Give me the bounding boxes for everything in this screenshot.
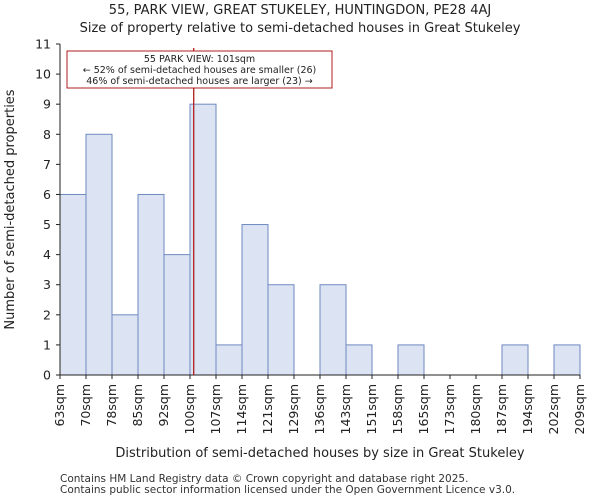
y-tick-label-1: 1 bbox=[43, 337, 51, 352]
x-tick-label-158sqm: 158sqm bbox=[390, 384, 405, 434]
y-tick-label-2: 2 bbox=[43, 307, 51, 322]
bar-92sqm bbox=[163, 254, 191, 376]
chart-title: 55, PARK VIEW, GREAT STUKELEY, HUNTINGDO… bbox=[108, 3, 492, 18]
bar-114sqm bbox=[241, 224, 269, 376]
bars-layer bbox=[59, 103, 581, 376]
bar-63sqm bbox=[59, 193, 87, 376]
y-axis-label: Number of semi-detached properties bbox=[3, 89, 18, 329]
y-tick-label-10: 10 bbox=[35, 67, 51, 82]
x-tick-label-121sqm: 121sqm bbox=[260, 384, 275, 434]
bar-187sqm bbox=[501, 344, 529, 376]
x-tick-label-187sqm: 187sqm bbox=[494, 384, 509, 434]
bar-70sqm bbox=[85, 133, 113, 376]
bar-121sqm bbox=[267, 284, 295, 376]
y-tick-label-9: 9 bbox=[43, 97, 51, 112]
annotation-line-2: ← 52% of semi-detached houses are smalle… bbox=[83, 65, 317, 76]
y-tick-label-3: 3 bbox=[43, 277, 51, 292]
chart-subtitle: Size of property relative to semi-detach… bbox=[79, 21, 521, 36]
x-tick-label-63sqm: 63sqm bbox=[52, 384, 67, 427]
bar-143sqm bbox=[345, 344, 373, 376]
bar-158sqm bbox=[397, 344, 425, 376]
x-tick-label-92sqm: 92sqm bbox=[156, 384, 171, 427]
x-tick-label-202sqm: 202sqm bbox=[546, 384, 561, 434]
x-tick-label-136sqm: 136sqm bbox=[312, 384, 327, 434]
y-tick-label-0: 0 bbox=[43, 368, 51, 383]
bar-136sqm bbox=[319, 284, 347, 376]
x-tick-label-100sqm: 100sqm bbox=[182, 384, 197, 434]
x-tick-label-180sqm: 180sqm bbox=[468, 384, 483, 434]
x-tick-label-173sqm: 173sqm bbox=[442, 384, 457, 434]
annotation-line-3: 46% of semi-detached houses are larger (… bbox=[86, 76, 313, 87]
y-tick-label-5: 5 bbox=[43, 217, 51, 232]
y-tick-label-6: 6 bbox=[43, 187, 51, 202]
x-tick-label-209sqm: 209sqm bbox=[572, 384, 587, 434]
y-tick-label-7: 7 bbox=[43, 157, 51, 172]
x-tick-label-151sqm: 151sqm bbox=[364, 384, 379, 434]
ticks-layer: 0 1 2 3 4 5 6 7 8 9 10 11 63sqm 70sqm 78sqm 85sqm 92sqm 1… bbox=[35, 37, 587, 435]
x-tick-label-194sqm: 194sqm bbox=[520, 384, 535, 434]
y-tick-label-4: 4 bbox=[43, 247, 51, 262]
y-tick-label-11: 11 bbox=[35, 37, 51, 52]
x-tick-label-107sqm: 107sqm bbox=[208, 384, 223, 434]
x-tick-label-165sqm: 165sqm bbox=[416, 384, 431, 434]
x-tick-label-114sqm: 114sqm bbox=[234, 384, 249, 434]
footer-copyright: Contains HM Land Registry data © Crown c… bbox=[60, 473, 469, 485]
x-tick-label-78sqm: 78sqm bbox=[104, 384, 119, 427]
footer-licence: Contains public sector information licen… bbox=[60, 484, 516, 496]
x-tick-label-70sqm: 70sqm bbox=[78, 384, 93, 427]
bar-202sqm bbox=[553, 344, 581, 376]
annotation-box bbox=[66, 50, 333, 89]
annotation-line-1: 55 PARK VIEW: 101sqm bbox=[144, 54, 255, 65]
bar-85sqm bbox=[137, 193, 165, 376]
bar-78sqm bbox=[111, 314, 139, 376]
x-tick-label-143sqm: 143sqm bbox=[338, 384, 353, 434]
x-tick-label-129sqm: 129sqm bbox=[286, 384, 301, 434]
x-axis-label: Distribution of semi-detached houses by … bbox=[115, 446, 525, 461]
marker-layer: 55 PARK VIEW: 101sqm← 52% of semi-detach… bbox=[66, 48, 333, 375]
bar-107sqm bbox=[215, 344, 243, 376]
x-tick-label-85sqm: 85sqm bbox=[130, 384, 145, 427]
y-tick-label-8: 8 bbox=[43, 127, 51, 142]
